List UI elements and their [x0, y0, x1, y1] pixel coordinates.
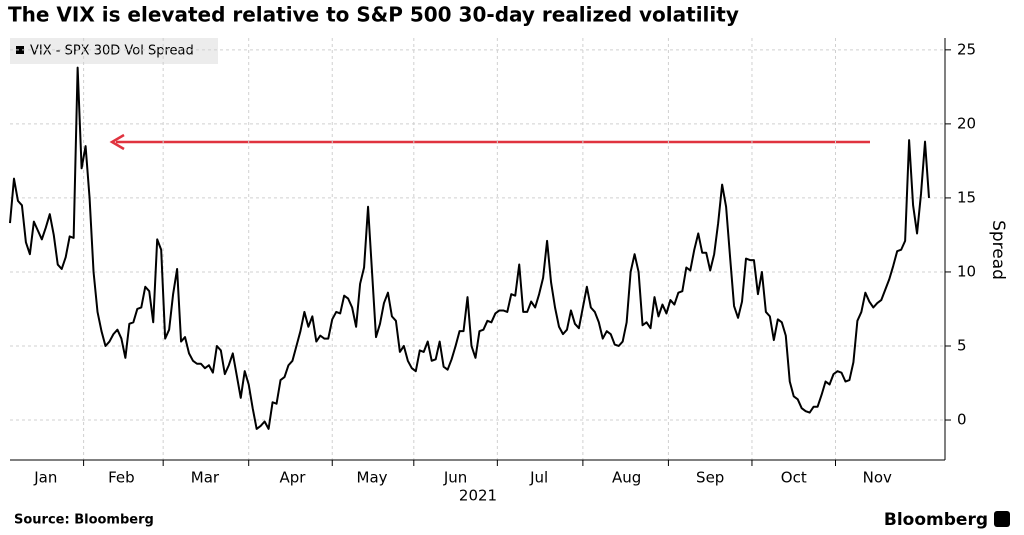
y-tick-label: 0	[957, 411, 967, 429]
y-tick-label: 5	[957, 336, 967, 354]
x-tick-label: Sep	[696, 469, 724, 487]
y-tick-label: 15	[957, 188, 976, 206]
x-tick-label: Nov	[863, 469, 892, 487]
x-tick-label: Mar	[191, 469, 220, 487]
x-tick-label: Jan	[33, 469, 57, 487]
brand: Bloomberg	[884, 510, 988, 530]
annotation-arrowhead	[109, 133, 125, 151]
brand-icon	[994, 511, 1010, 527]
chart-title: The VIX is elevated relative to S&P 500 …	[8, 3, 739, 27]
x-tick-label: Jul	[529, 469, 548, 487]
x-tick-label: May	[357, 469, 388, 487]
y-tick-label: 20	[957, 114, 976, 132]
source: Source: Bloomberg	[14, 513, 154, 528]
y-tick-label: 25	[957, 40, 976, 58]
y-axis-label: Spread	[988, 220, 1008, 280]
x-tick-label: Apr	[279, 469, 306, 487]
x-tick-label: Feb	[108, 469, 135, 487]
x-tick-label: Oct	[781, 469, 807, 487]
legend-swatch	[16, 46, 24, 54]
x-sublabel: 2021	[459, 487, 497, 505]
y-tick-label: 10	[957, 262, 976, 280]
grid-layer	[10, 38, 945, 460]
x-tick-label: Jun	[443, 469, 467, 487]
series-line	[9, 66, 930, 430]
legend-box	[10, 38, 218, 64]
x-tick-label: Aug	[612, 469, 641, 487]
legend-label: VIX - SPX 30D Vol Spread	[30, 44, 194, 59]
